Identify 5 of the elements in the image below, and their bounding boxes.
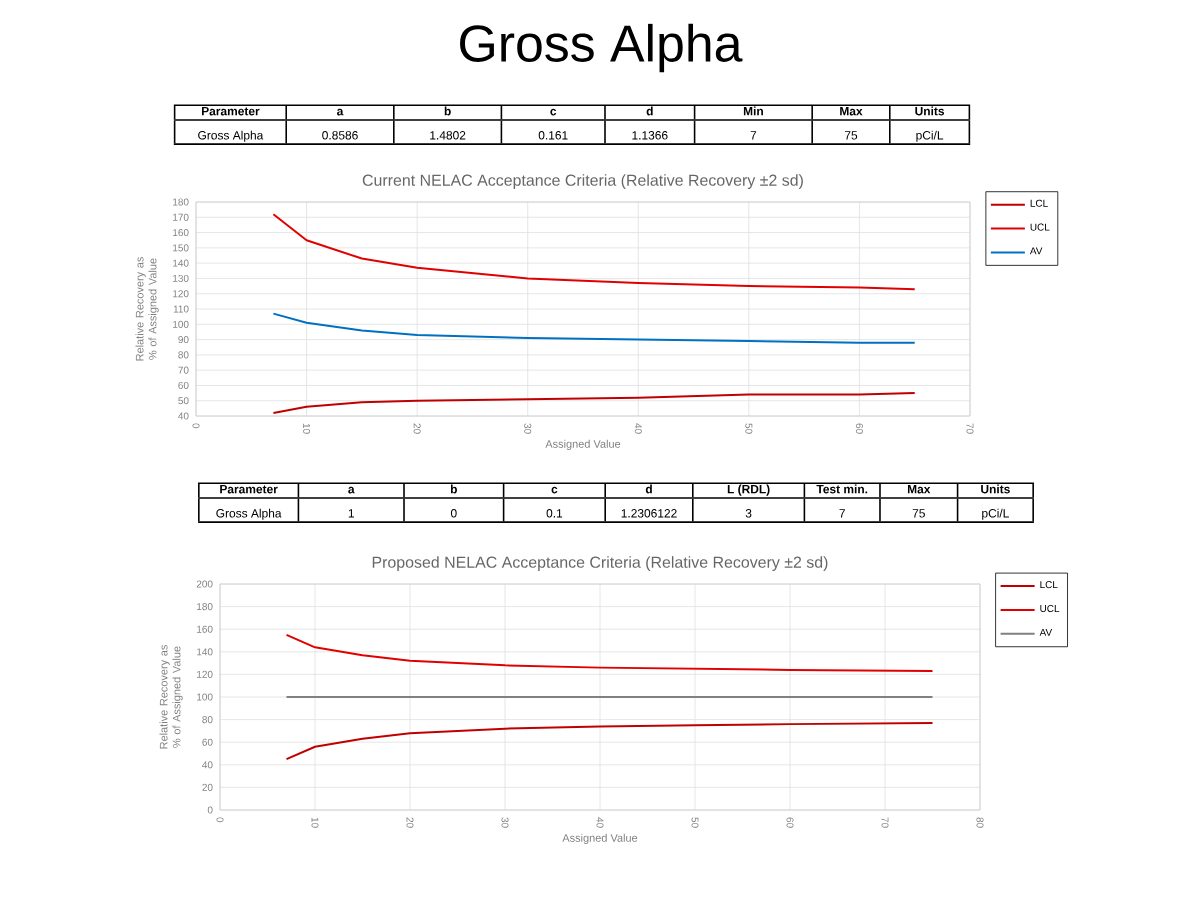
line-series [272,213,916,291]
line-series [285,722,934,761]
line-series [272,312,916,344]
text: Gross Alpha [460,23,743,73]
line-series [272,392,916,414]
